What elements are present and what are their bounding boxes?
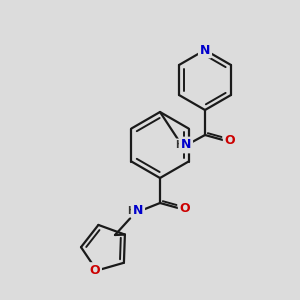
- Text: O: O: [180, 202, 190, 214]
- Text: H: H: [127, 206, 135, 216]
- Text: H: H: [175, 140, 183, 150]
- Text: N: N: [181, 139, 191, 152]
- Text: N: N: [200, 44, 210, 56]
- Text: O: O: [89, 264, 100, 277]
- Text: N: N: [133, 205, 143, 218]
- Text: O: O: [225, 134, 235, 146]
